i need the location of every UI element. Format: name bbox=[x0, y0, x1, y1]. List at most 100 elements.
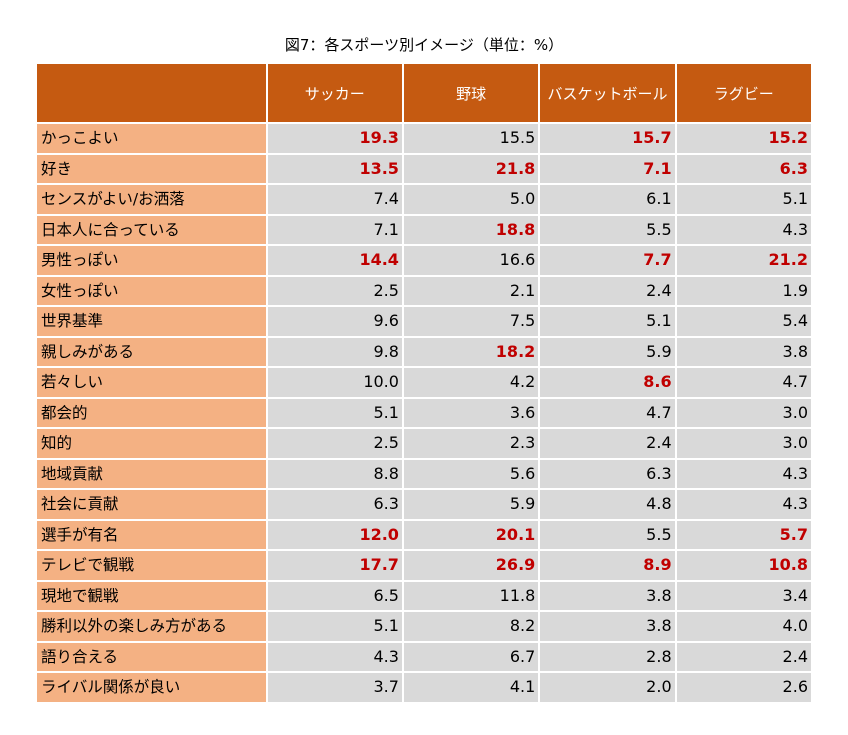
value-cell-rugby: 3.4 bbox=[676, 581, 811, 610]
table-row: テレビで観戦 17.7 26.9 8.9 10.8 bbox=[37, 551, 811, 580]
value-cell-soccer: 19.3 bbox=[267, 124, 402, 153]
value-cell-rugby: 3.8 bbox=[676, 337, 811, 366]
value-cell-basketball: 8.6 bbox=[540, 368, 675, 397]
row-label: 都会的 bbox=[37, 398, 266, 427]
row-label: テレビで観戦 bbox=[37, 551, 266, 580]
table-row: 知的 2.5 2.3 2.4 3.0 bbox=[37, 429, 811, 458]
value-cell-rugby: 1.9 bbox=[676, 276, 811, 305]
value-cell-basketball: 5.5 bbox=[540, 215, 675, 244]
value-cell-baseball: 16.6 bbox=[403, 246, 539, 275]
value-cell-basketball: 5.9 bbox=[540, 337, 675, 366]
table-row: 若々しい 10.0 4.2 8.6 4.7 bbox=[37, 368, 811, 397]
row-label: 女性っぽい bbox=[37, 276, 266, 305]
header-corner-cell bbox=[37, 64, 266, 122]
value-cell-basketball: 2.4 bbox=[540, 276, 675, 305]
value-cell-soccer: 9.8 bbox=[267, 337, 402, 366]
value-cell-baseball: 4.1 bbox=[403, 673, 539, 702]
row-label: 語り合える bbox=[37, 642, 266, 671]
value-cell-rugby: 4.0 bbox=[676, 612, 811, 641]
table-row: 男性っぽい 14.4 16.6 7.7 21.2 bbox=[37, 246, 811, 275]
column-header-baseball: 野球 bbox=[403, 64, 539, 122]
table-row: 語り合える 4.3 6.7 2.8 2.4 bbox=[37, 642, 811, 671]
value-cell-baseball: 11.8 bbox=[403, 581, 539, 610]
value-cell-rugby: 5.4 bbox=[676, 307, 811, 336]
value-cell-soccer: 4.3 bbox=[267, 642, 402, 671]
row-label: 男性っぽい bbox=[37, 246, 266, 275]
value-cell-basketball: 7.1 bbox=[540, 154, 675, 183]
value-cell-basketball: 2.8 bbox=[540, 642, 675, 671]
value-cell-soccer: 6.3 bbox=[267, 490, 402, 519]
table-row: 現地で観戦 6.5 11.8 3.8 3.4 bbox=[37, 581, 811, 610]
value-cell-basketball: 4.8 bbox=[540, 490, 675, 519]
table-row: 勝利以外の楽しみ方がある 5.1 8.2 3.8 4.0 bbox=[37, 612, 811, 641]
value-cell-rugby: 4.3 bbox=[676, 215, 811, 244]
row-label: 現地で観戦 bbox=[37, 581, 266, 610]
value-cell-basketball: 8.9 bbox=[540, 551, 675, 580]
value-cell-soccer: 3.7 bbox=[267, 673, 402, 702]
value-cell-rugby: 4.7 bbox=[676, 368, 811, 397]
value-cell-baseball: 26.9 bbox=[403, 551, 539, 580]
column-header-soccer: サッカー bbox=[267, 64, 402, 122]
value-cell-baseball: 6.7 bbox=[403, 642, 539, 671]
table-row: 社会に貢献 6.3 5.9 4.8 4.3 bbox=[37, 490, 811, 519]
table-row: 日本人に合っている 7.1 18.8 5.5 4.3 bbox=[37, 215, 811, 244]
value-cell-basketball: 7.7 bbox=[540, 246, 675, 275]
value-cell-soccer: 5.1 bbox=[267, 398, 402, 427]
value-cell-baseball: 2.3 bbox=[403, 429, 539, 458]
value-cell-basketball: 3.8 bbox=[540, 612, 675, 641]
value-cell-baseball: 4.2 bbox=[403, 368, 539, 397]
row-label: 世界基準 bbox=[37, 307, 266, 336]
value-cell-baseball: 8.2 bbox=[403, 612, 539, 641]
value-cell-basketball: 6.1 bbox=[540, 185, 675, 214]
value-cell-basketball: 5.5 bbox=[540, 520, 675, 549]
value-cell-rugby: 4.3 bbox=[676, 490, 811, 519]
value-cell-basketball: 6.3 bbox=[540, 459, 675, 488]
row-label: 選手が有名 bbox=[37, 520, 266, 549]
row-label: かっこよい bbox=[37, 124, 266, 153]
row-label: 日本人に合っている bbox=[37, 215, 266, 244]
value-cell-soccer: 7.1 bbox=[267, 215, 402, 244]
row-label: 社会に貢献 bbox=[37, 490, 266, 519]
column-header-rugby: ラグビー bbox=[676, 64, 811, 122]
value-cell-soccer: 14.4 bbox=[267, 246, 402, 275]
value-cell-rugby: 10.8 bbox=[676, 551, 811, 580]
table-row: 女性っぽい 2.5 2.1 2.4 1.9 bbox=[37, 276, 811, 305]
value-cell-rugby: 21.2 bbox=[676, 246, 811, 275]
table-row: センスがよい/お洒落 7.4 5.0 6.1 5.1 bbox=[37, 185, 811, 214]
value-cell-soccer: 17.7 bbox=[267, 551, 402, 580]
table-row: 都会的 5.1 3.6 4.7 3.0 bbox=[37, 398, 811, 427]
table-row: 世界基準 9.6 7.5 5.1 5.4 bbox=[37, 307, 811, 336]
value-cell-basketball: 2.4 bbox=[540, 429, 675, 458]
value-cell-rugby: 6.3 bbox=[676, 154, 811, 183]
value-cell-baseball: 5.0 bbox=[403, 185, 539, 214]
value-cell-soccer: 6.5 bbox=[267, 581, 402, 610]
value-cell-basketball: 2.0 bbox=[540, 673, 675, 702]
value-cell-baseball: 3.6 bbox=[403, 398, 539, 427]
value-cell-soccer: 12.0 bbox=[267, 520, 402, 549]
row-label: 若々しい bbox=[37, 368, 266, 397]
value-cell-soccer: 2.5 bbox=[267, 429, 402, 458]
value-cell-rugby: 2.4 bbox=[676, 642, 811, 671]
value-cell-rugby: 5.1 bbox=[676, 185, 811, 214]
value-cell-basketball: 5.1 bbox=[540, 307, 675, 336]
table-row: 好き 13.5 21.8 7.1 6.3 bbox=[37, 154, 811, 183]
row-label: ライバル関係が良い bbox=[37, 673, 266, 702]
value-cell-baseball: 15.5 bbox=[403, 124, 539, 153]
value-cell-rugby: 4.3 bbox=[676, 459, 811, 488]
table-body: かっこよい 19.3 15.5 15.7 15.2 好き 13.5 21.8 7.1 6.3 センス… bbox=[37, 124, 811, 702]
value-cell-baseball: 20.1 bbox=[403, 520, 539, 549]
sports-image-table: サッカー 野球 バスケットボール ラグビー かっこよい 19.3 15.5 15.7 1… bbox=[35, 62, 813, 704]
value-cell-soccer: 13.5 bbox=[267, 154, 402, 183]
row-label: 地域貢献 bbox=[37, 459, 266, 488]
value-cell-soccer: 9.6 bbox=[267, 307, 402, 336]
value-cell-baseball: 5.9 bbox=[403, 490, 539, 519]
value-cell-soccer: 2.5 bbox=[267, 276, 402, 305]
value-cell-soccer: 5.1 bbox=[267, 612, 402, 641]
value-cell-basketball: 15.7 bbox=[540, 124, 675, 153]
row-label: 親しみがある bbox=[37, 337, 266, 366]
value-cell-soccer: 7.4 bbox=[267, 185, 402, 214]
table-row: ライバル関係が良い 3.7 4.1 2.0 2.6 bbox=[37, 673, 811, 702]
table-row: 親しみがある 9.8 18.2 5.9 3.8 bbox=[37, 337, 811, 366]
value-cell-basketball: 4.7 bbox=[540, 398, 675, 427]
row-label: センスがよい/お洒落 bbox=[37, 185, 266, 214]
